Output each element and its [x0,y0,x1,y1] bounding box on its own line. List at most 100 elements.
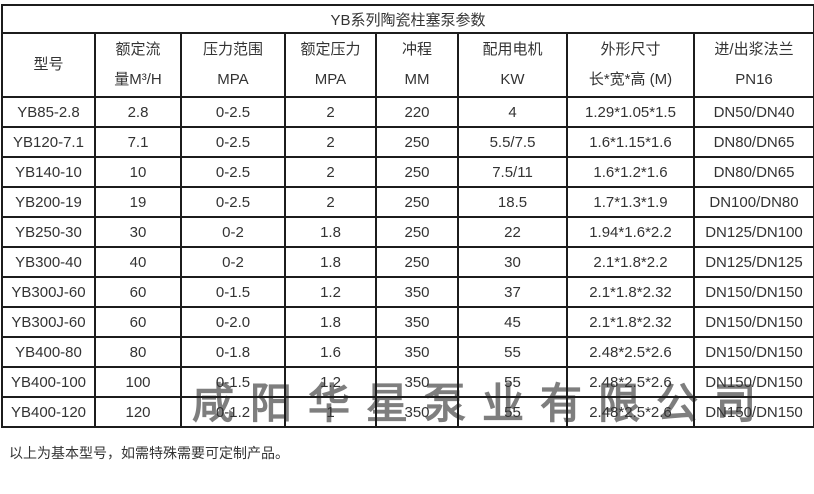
model-cell: YB250-30 [1,216,96,248]
column-header-line2: MPA [217,71,249,88]
value-cell: 0-1.8 [180,336,286,368]
column-header-line1: 额定压力 [300,41,361,58]
value-cell: 2.48*2.5*2.6 [566,396,695,428]
value-cell: 55 [457,336,568,368]
column-header-line2: MM [404,71,430,88]
table-row: YB140-10 10 0-2.5 2 250 7.5/11 1.6*1.2*1.6 DN80… [1,156,814,188]
value-cell: 1.8 [284,246,377,278]
table-row: YB85-2.8 2.8 0-2.5 2 220 4 1.29*1.05*1.5 DN50/D… [1,96,814,128]
value-cell: DN125/DN100 [692,216,814,248]
value-cell: 250 [375,246,459,278]
value-cell: 0-1.5 [180,366,286,398]
column-header-line1: 型号 [33,56,64,73]
model-cell: YB200-19 [1,186,96,218]
model-cell: YB85-2.8 [1,96,96,128]
value-cell: 2.1*1.8*2.2 [566,246,695,278]
column-header: 压力范围 MPA [180,32,286,98]
value-cell: 0-2.0 [180,306,286,338]
value-cell: 350 [375,396,459,428]
value-cell: DN80/DN65 [692,156,814,188]
title-row: YB系列陶瓷柱塞泵参数 [0,4,814,34]
column-header-line1: 外形尺寸 [600,41,661,58]
column-header-line1: 额定流 [115,41,161,58]
value-cell: 7.5/11 [457,156,568,188]
column-header: 型号 [1,32,96,98]
column-header: 额定压力 MPA [284,32,377,98]
value-cell: 22 [457,216,568,248]
model-cell: YB300J-60 [1,276,96,308]
value-cell: DN100/DN80 [692,186,814,218]
value-cell: 2.1*1.8*2.32 [566,276,695,308]
value-cell: 2 [284,156,377,188]
value-cell: 2.48*2.5*2.6 [566,336,695,368]
column-header-line1: 压力范围 [202,41,263,58]
model-cell: YB400-120 [1,396,96,428]
table-row: YB400-100 100 0-1.5 1.2 350 55 2.48*2.5*2.6 DN1… [1,366,814,398]
value-cell: 1.6 [284,336,377,368]
value-cell: 4 [457,96,568,128]
value-cell: 350 [375,366,459,398]
model-cell: YB140-10 [1,156,96,188]
value-cell: 40 [94,246,182,278]
value-cell: 2.48*2.5*2.6 [566,366,695,398]
value-cell: 100 [94,366,182,398]
column-header-line1: 冲程 [401,41,432,58]
table-row: YB120-7.1 7.1 0-2.5 2 250 5.5/7.5 1.6*1.15*1.6… [1,126,814,158]
value-cell: 0-2 [180,216,286,248]
table-row: YB400-80 80 0-1.8 1.6 350 55 2.48*2.5*2.6 DN150… [1,336,814,368]
value-cell: 0-1.2 [180,396,286,428]
value-cell: 350 [375,276,459,308]
column-header-line2: KW [500,71,525,88]
value-cell: 10 [94,156,182,188]
value-cell: DN150/DN150 [692,306,814,338]
value-cell: 2 [284,186,377,218]
value-cell: 55 [457,366,568,398]
value-cell: 1.8 [284,216,377,248]
table-row: YB400-120 120 0-1.2 1 350 55 2.48*2.5*2.6 DN150… [1,396,814,428]
value-cell: 30 [457,246,568,278]
value-cell: 250 [375,216,459,248]
column-header: 配用电机 KW [457,32,568,98]
value-cell: DN150/DN150 [692,276,814,308]
value-cell: 0-2.5 [180,156,286,188]
value-cell: 350 [375,306,459,338]
value-cell: 80 [94,336,182,368]
value-cell: 1.6*1.15*1.6 [566,126,695,158]
column-header-line2: 量M³/H [114,71,162,88]
column-header-line2: 长*宽*高 (M) [588,71,673,88]
value-cell: 0-2.5 [180,186,286,218]
value-cell: 1 [284,396,377,428]
value-cell: 0-1.5 [180,276,286,308]
table-row: YB200-19 19 0-2.5 2 250 18.5 1.7*1.3*1.9 DN100/… [1,186,814,218]
value-cell: 60 [94,276,182,308]
value-cell: 1.8 [284,306,377,338]
column-header: 外形尺寸长*宽*高 (M) [566,32,695,98]
value-cell: 250 [375,126,459,158]
value-cell: 1.94*1.6*2.2 [566,216,695,248]
model-cell: YB400-100 [1,366,96,398]
value-cell: 30 [94,216,182,248]
value-cell: DN80/DN65 [692,126,814,158]
value-cell: 45 [457,306,568,338]
value-cell: 19 [94,186,182,218]
value-cell: 1.2 [284,366,377,398]
value-cell: 1.7*1.3*1.9 [566,186,695,218]
table-row: YB300J-60 60 0-2.0 1.8 350 45 2.1*1.8*2.32 DN15… [1,306,814,338]
value-cell: 0-2.5 [180,96,286,128]
value-cell: DN150/DN150 [692,396,814,428]
column-header-line1: 配用电机 [482,41,543,58]
header-row: 型号 额定流 量M³/H 压力范围 MPA 额定压力 MPA 冲程 MM 配用电机 KW 外形尺寸 长*… [1,32,814,98]
footer-note: 以上为基本型号，如需特殊需要可定制产品。 [9,445,289,461]
column-header-line2: PN16 [735,71,773,88]
value-cell: 220 [375,96,459,128]
column-header: 冲程 MM [375,32,459,98]
value-cell: 5.5/7.5 [457,126,568,158]
value-cell: 0-2 [180,246,286,278]
pump-parameters-table: YB系列陶瓷柱塞泵参数 型号 额定流 量M³/H 压力范围 MPA 额定压力 MPA 冲程 MM… [0,4,814,428]
value-cell: 2.1*1.8*2.32 [566,306,695,338]
value-cell: DN50/DN40 [692,96,814,128]
table-row: YB250-30 30 0-2 1.8 250 22 1.94*1.6*2.2 DN125/D… [1,216,814,248]
table-title: YB系列陶瓷柱塞泵参数 [0,4,814,34]
value-cell: 60 [94,306,182,338]
